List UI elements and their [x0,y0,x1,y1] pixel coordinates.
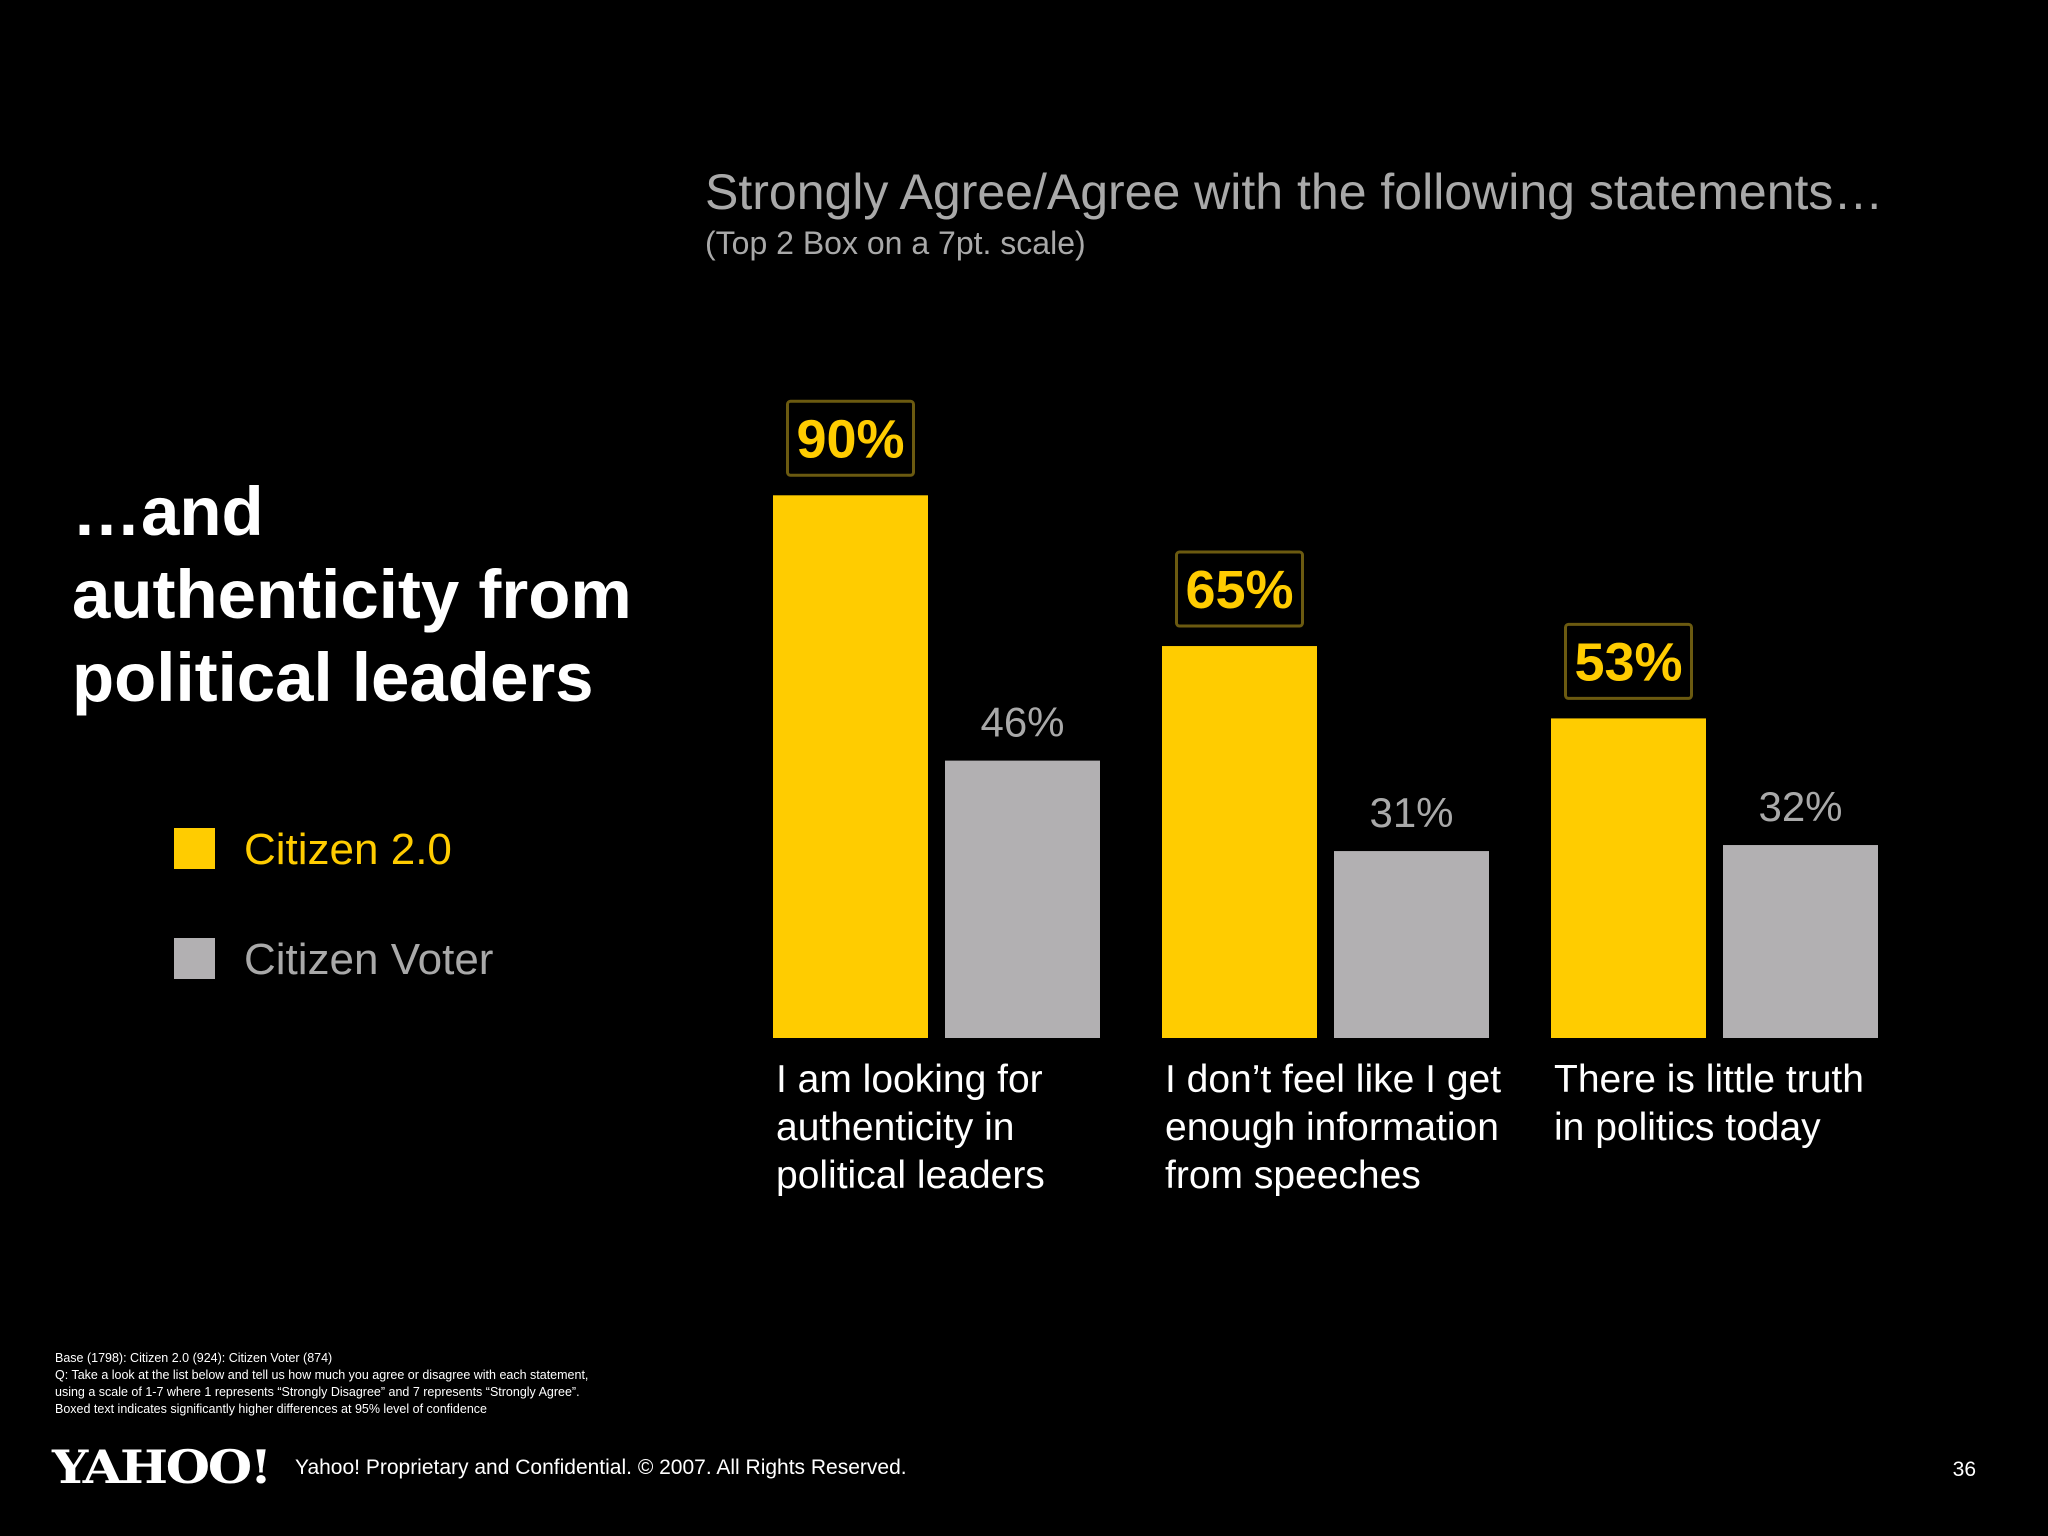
category-label-line: from speeches [1165,1154,1421,1197]
chart-title: Strongly Agree/Agree with the following … [705,164,1884,220]
category-label-line: I am looking for [776,1058,1043,1101]
data-label-citizen-voter-1: 46% [980,699,1064,746]
data-label-citizen-voter-3: 32% [1758,783,1842,830]
legend-label-citizen-voter: Citizen Voter [244,935,494,984]
chart-subtitle: (Top 2 Box on a 7pt. scale) [705,225,1086,261]
bar-citizen-2-0-3 [1551,718,1706,1038]
page-number: 36 [1952,1458,1976,1481]
data-label-citizen-2-0-2: 65% [1185,560,1293,620]
slide-headline: …and authenticity from political leaders [72,470,692,719]
legend-label-citizen-2-0: Citizen 2.0 [244,825,452,874]
bar-citizen-voter-3 [1723,845,1878,1038]
category-label-line: authenticity in [776,1106,1015,1149]
legend-swatch-citizen-voter [174,938,215,979]
bar-citizen-2-0-2 [1162,646,1317,1038]
significance-box-3 [1564,622,1693,700]
footnote-line: Base (1798): Citizen 2.0 (924): Citizen … [55,1351,333,1365]
footnote-line: Q: Take a look at the list below and tel… [55,1368,589,1382]
legend-item-citizen-2-0: Citizen 2.0 [174,820,674,880]
category-label-line: I don’t feel like I get [1165,1058,1502,1101]
significance-box-1 [786,399,915,477]
category-label-truth: There is little truth in politics today [1554,1056,1924,1152]
yahoo-logo-text: YAHOO! [51,1440,270,1490]
data-label-citizen-2-0-3: 53% [1574,632,1682,692]
category-label-line: There is little truth [1554,1058,1864,1101]
category-label-speeches: I don’t feel like I get enough informati… [1165,1056,1535,1200]
headline-line: authenticity from [72,556,632,633]
footer-copyright: Yahoo! Proprietary and Confidential. © 2… [295,1456,907,1479]
category-label-line: political leaders [776,1154,1045,1197]
footnote-line: Boxed text indicates significantly highe… [55,1402,487,1416]
bar-citizen-voter-1 [945,760,1100,1038]
category-label-authenticity: I am looking for authenticity in politic… [776,1056,1146,1200]
yahoo-logo: YAHOO! [51,1440,272,1490]
data-label-citizen-2-0-1: 90% [796,409,904,469]
footnote: Base (1798): Citizen 2.0 (924): Citizen … [55,1350,815,1418]
bar-citizen-2-0-1 [773,495,928,1038]
significance-box-2 [1175,550,1304,628]
category-label-line: enough information [1165,1106,1499,1149]
bar-citizen-voter-2 [1334,851,1489,1038]
legend-swatch-citizen-2-0 [174,828,215,869]
headline-line: …and [72,473,264,550]
legend-item-citizen-voter: Citizen Voter [174,930,674,990]
category-label-line: in politics today [1554,1106,1821,1149]
footnote-line: using a scale of 1-7 where 1 represents … [55,1385,580,1399]
headline-line: political leaders [72,639,594,716]
data-label-citizen-voter-2: 31% [1369,789,1453,836]
